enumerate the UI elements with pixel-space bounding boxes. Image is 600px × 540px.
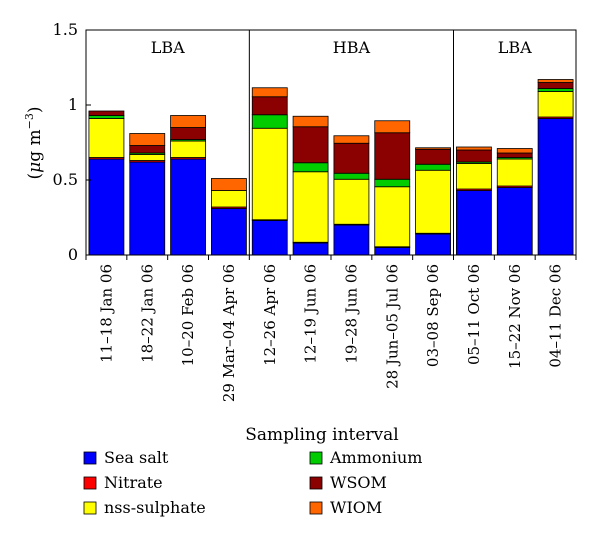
bar-segment-wiom-4: [251, 87, 288, 98]
bar-segment-sea-salt-3: [211, 208, 247, 256]
bar-segment-wsom-8: [415, 148, 451, 165]
x-tick-label-3: 29 Mar–04 Apr 06: [220, 264, 238, 402]
bar-segment-wiom-10: [496, 148, 533, 154]
legend-label-0: Sea salt: [104, 448, 169, 467]
bar-segment-nss-sulphate-11: [537, 91, 574, 118]
bar-segment-wiom-8: [415, 147, 451, 150]
y-axis-title-exponent: −3: [23, 113, 36, 129]
bar-segment-ammonium-11: [537, 88, 574, 92]
x-tick-label-9: 05–11 Oct 06: [465, 264, 483, 365]
bar-segment-sea-salt-1: [129, 161, 166, 256]
legend-swatch-5: [309, 501, 323, 515]
period-label-1: HBA: [333, 38, 371, 57]
bar-segment-wiom-1: [129, 133, 166, 146]
bar-segment-wsom-6: [333, 142, 370, 174]
bar-segment-sea-salt-8: [415, 233, 451, 256]
period-label-2: LBA: [498, 38, 532, 57]
legend-label-3: Ammonium: [329, 448, 422, 467]
bar-segment-sea-salt-10: [496, 187, 533, 256]
bar-segment-nss-sulphate-7: [374, 186, 411, 248]
bar-segment-wiom-6: [333, 135, 370, 144]
bar-segment-nss-sulphate-9: [456, 163, 492, 190]
bar-segment-sea-salt-4: [251, 220, 288, 256]
x-tick-label-11: 04–11 Dec 06: [547, 264, 565, 368]
y-tick-label-0: 0: [68, 245, 78, 264]
bar-segment-nss-sulphate-6: [333, 178, 370, 225]
legend-label-5: WIOM: [330, 498, 382, 517]
legend-label-1: Nitrate: [104, 473, 163, 492]
x-tick-label-4: 12–26 Apr 06: [261, 264, 279, 366]
bar-segment-sea-salt-2: [170, 158, 206, 256]
bar-segment-ammonium-6: [333, 172, 370, 180]
bar-segment-sea-salt-9: [456, 190, 492, 256]
bar-segment-wiom-7: [374, 120, 411, 134]
bar-segment-sea-salt-6: [333, 224, 370, 256]
bar-segment-ammonium-5: [292, 162, 329, 173]
bar-segment-nss-sulphate-1: [129, 154, 166, 161]
x-axis: 11–18 Jan 06 18–22 Jan 06 10–20 Feb 06 29 M…: [85, 255, 577, 402]
bar-segment-wiom-11: [537, 79, 574, 83]
bar-segment-wsom-0: [88, 110, 125, 116]
legend: Sea salt Nitrate nss-sulphate Ammonium WSOM W…: [83, 448, 422, 517]
bar-segment-wsom-4: [251, 96, 288, 116]
bar-segment-wsom-9: [456, 149, 492, 163]
x-tick-label-10: 15–22 Nov 06: [506, 264, 524, 369]
y-axis-title-suffix: ): [25, 107, 45, 114]
y-axis-title-unit: g m: [25, 129, 45, 161]
legend-swatch-4: [309, 476, 323, 490]
x-tick-label-2: 10–20 Feb 06: [179, 264, 197, 366]
legend-swatch-1: [83, 476, 97, 490]
legend-swatch-3: [309, 451, 323, 465]
x-tick-label-7: 28 Jun–05 Jul 06: [383, 264, 401, 389]
bar-segment-ammonium-8: [415, 163, 451, 171]
bar-segment-nss-sulphate-2: [170, 140, 206, 158]
bar-segment-sea-salt-7: [374, 247, 411, 256]
y-axis: 0 0.5 1 1.5: [53, 20, 91, 264]
y-tick-label-2: 1: [68, 95, 78, 114]
bar-segment-sea-salt-11: [537, 118, 574, 256]
x-tick-label-1: 18–22 Jan 06: [138, 264, 156, 363]
y-tick-label-1: 0.5: [53, 170, 78, 189]
bar-segment-ammonium-0: [88, 115, 125, 119]
legend-label-4: WSOM: [330, 473, 387, 492]
legend-swatch-2: [83, 501, 97, 515]
bar-segment-wsom-10: [496, 152, 533, 158]
bar-segment-nss-sulphate-8: [415, 169, 451, 234]
y-axis-title-prefix: (: [25, 173, 45, 180]
bar-segment-nss-sulphate-4: [251, 127, 288, 221]
bars-layer: [88, 79, 574, 256]
x-axis-title: Sampling interval: [245, 425, 398, 445]
legend-label-2: nss-sulphate: [104, 498, 206, 517]
x-tick-label-6: 19–28 Jun 06: [342, 264, 360, 364]
bar-segment-sea-salt-5: [292, 242, 329, 256]
bar-segment-wsom-11: [537, 82, 574, 89]
bar-segment-ammonium-7: [374, 178, 411, 188]
bar-segment-sea-salt-0: [88, 158, 125, 256]
bar-segment-wsom-2: [170, 127, 206, 140]
bar-segment-nss-sulphate-0: [88, 118, 125, 158]
bar-segment-wiom-3: [211, 178, 247, 191]
bar-segment-wsom-7: [374, 132, 411, 180]
y-axis-title: (μg m−3): [23, 107, 45, 180]
y-tick-label-3: 1.5: [53, 20, 78, 39]
bar-segment-nss-sulphate-5: [292, 171, 329, 243]
x-tick-label-5: 12–19 Jun 06: [302, 264, 320, 364]
bar-segment-wiom-2: [170, 115, 206, 128]
bar-segment-nss-sulphate-10: [496, 158, 533, 187]
bar-segment-wiom-9: [456, 146, 492, 151]
bar-segment-ammonium-4: [251, 114, 288, 129]
x-tick-label-8: 03–08 Sep 06: [424, 264, 442, 367]
bar-segment-wsom-1: [129, 145, 166, 154]
x-tick-label-0: 11–18 Jan 06: [97, 264, 115, 363]
y-axis-title-mu: μ: [25, 162, 45, 173]
bar-segment-nss-sulphate-3: [211, 190, 247, 208]
bar-segment-wsom-5: [292, 126, 329, 164]
bar-segment-wiom-5: [292, 115, 329, 128]
legend-swatch-0: [83, 451, 97, 465]
period-label-0: LBA: [151, 38, 185, 57]
period-labels: LBA HBA LBA: [151, 38, 532, 57]
